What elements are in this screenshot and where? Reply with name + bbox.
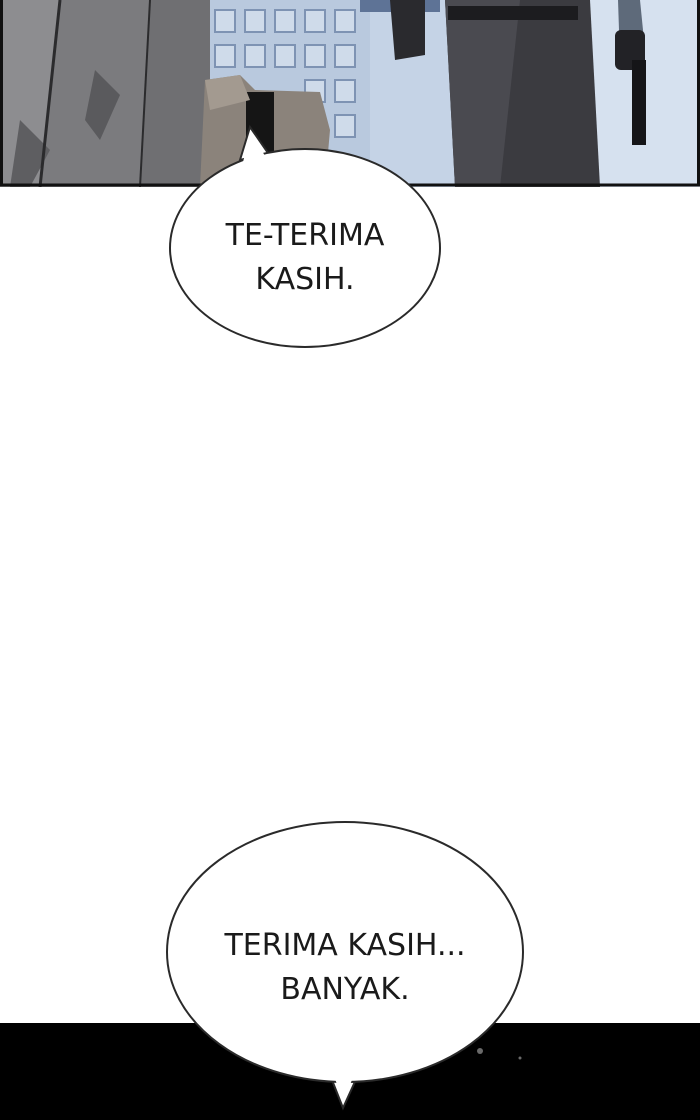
speech-bubble-1-text: TE-TERIMA KASIH. (185, 214, 425, 302)
speech-bubble-2-text: TERIMA KASIH... BANYAK. (185, 924, 505, 1012)
bottom-comic-panel (0, 1023, 700, 1120)
speech-line: KASIH. (255, 262, 355, 297)
top-comic-panel (0, 0, 700, 187)
speech-line: TERIMA KASIH... (224, 928, 466, 963)
speech-line: BANYAK. (280, 972, 410, 1007)
speech-line: TE-TERIMA (225, 218, 385, 253)
